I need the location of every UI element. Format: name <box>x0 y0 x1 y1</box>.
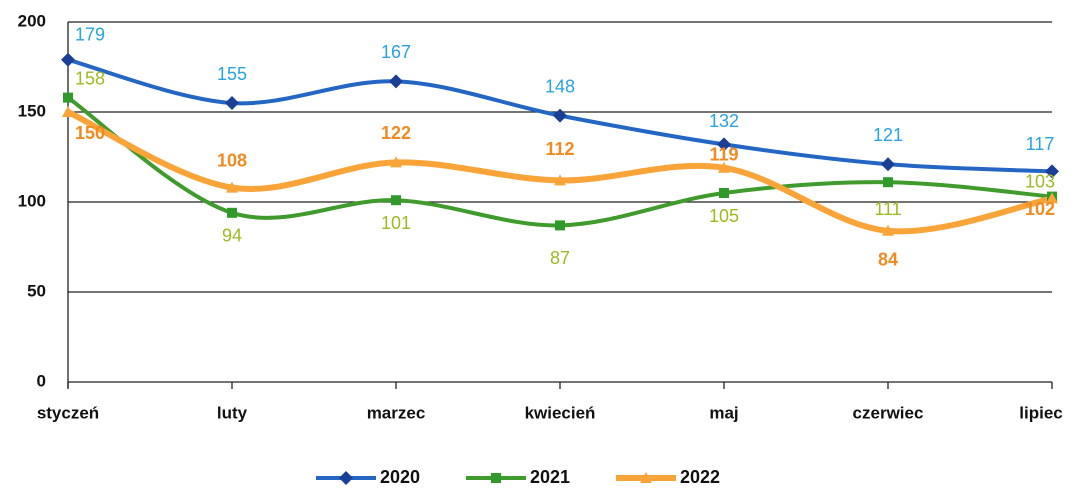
legend-label: 2021 <box>530 467 570 487</box>
marker <box>225 96 239 110</box>
x-tick-label: marzec <box>367 403 426 422</box>
x-tick-label: czerwiec <box>853 403 924 422</box>
y-tick-label: 200 <box>18 11 46 30</box>
marker <box>227 207 237 218</box>
x-tick-label: maj <box>709 403 738 422</box>
legend-marker <box>491 473 501 483</box>
data-label: 108 <box>217 150 247 170</box>
series-line <box>65 109 1055 235</box>
data-label: 111 <box>874 199 901 219</box>
marker <box>391 195 401 206</box>
data-label: 103 <box>1025 171 1055 191</box>
legend-label: 2022 <box>680 467 720 487</box>
x-tick-label: styczeń <box>37 403 99 422</box>
data-label: 158 <box>75 68 105 88</box>
data-label: 84 <box>878 250 898 270</box>
x-tick-label: kwiecień <box>525 403 596 422</box>
data-label: 94 <box>222 226 242 246</box>
marker <box>555 220 565 231</box>
data-label: 87 <box>550 248 570 268</box>
data-label: 101 <box>381 213 411 233</box>
x-tick-label: luty <box>217 403 248 422</box>
data-label: 148 <box>545 76 575 96</box>
marker <box>62 106 74 117</box>
data-label: 179 <box>75 25 105 45</box>
data-label: 119 <box>709 145 738 165</box>
x-tick-label: lipiec <box>1019 403 1062 422</box>
marker <box>881 157 895 172</box>
marker <box>883 177 893 188</box>
data-label: 117 <box>1026 134 1055 154</box>
marker <box>63 92 73 103</box>
data-label: 105 <box>709 206 739 226</box>
data-label: 132 <box>709 111 739 131</box>
data-label: 122 <box>381 123 411 143</box>
marker <box>61 52 75 67</box>
data-label: 167 <box>381 42 411 62</box>
legend-label: 2020 <box>380 467 420 487</box>
marker <box>553 108 567 123</box>
marker <box>389 74 403 89</box>
marker <box>718 161 730 173</box>
legend-marker <box>640 472 652 483</box>
y-tick-label: 50 <box>27 281 46 300</box>
marker <box>390 156 402 168</box>
marker <box>1046 192 1058 204</box>
y-tick-label: 100 <box>18 191 46 210</box>
marker <box>717 137 731 152</box>
marker <box>1045 164 1059 179</box>
data-label: 150 <box>75 123 105 143</box>
y-tick-label: 150 <box>18 101 46 120</box>
marker <box>554 174 566 186</box>
legend-marker <box>339 471 353 485</box>
data-label: 121 <box>873 125 903 145</box>
data-label: 102 <box>1025 199 1055 219</box>
y-tick-label: 0 <box>37 371 46 390</box>
marker <box>226 181 238 193</box>
data-label: 112 <box>545 139 574 159</box>
marker <box>882 224 894 236</box>
data-label: 155 <box>217 64 247 84</box>
marker <box>719 188 729 198</box>
